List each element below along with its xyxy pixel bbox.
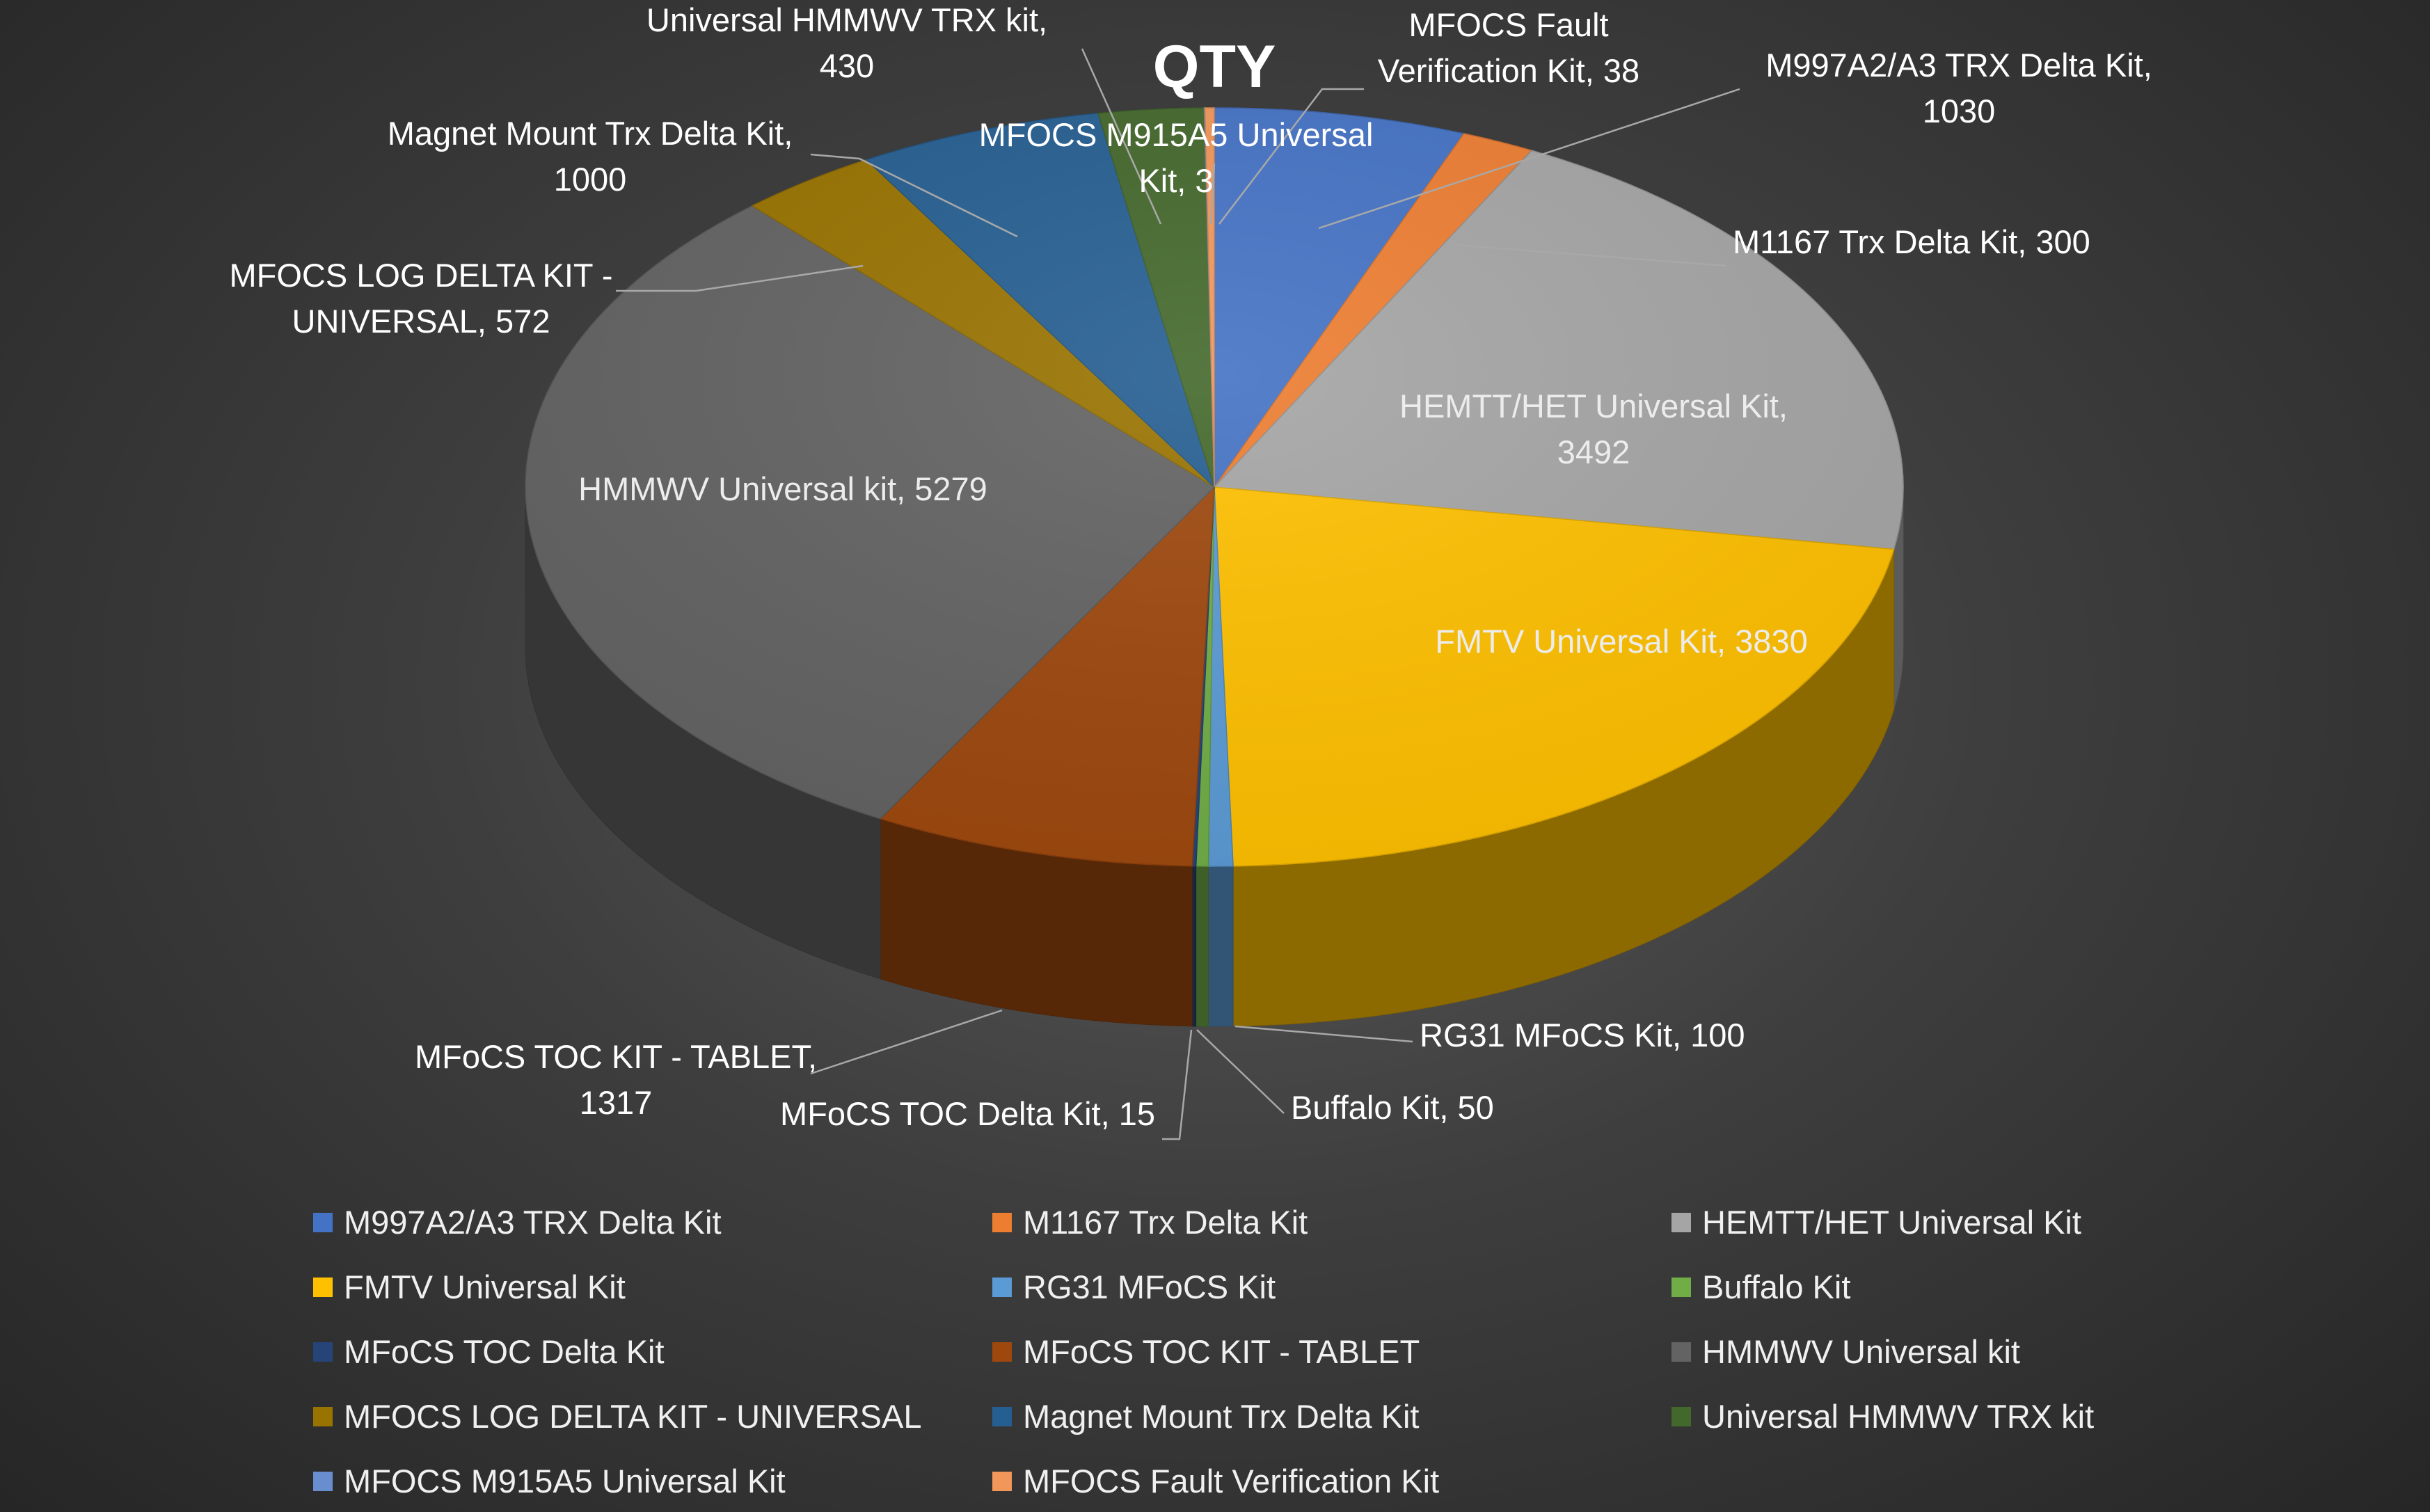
legend-label-5: Buffalo Kit bbox=[1702, 1268, 1850, 1305]
leader-line-10 bbox=[810, 153, 1018, 238]
legend-label-3: FMTV Universal Kit bbox=[344, 1268, 626, 1305]
legend-swatch-2 bbox=[1671, 1213, 1691, 1232]
legend-item-13: MFOCS Fault Verification Kit bbox=[992, 1463, 1439, 1499]
data-label-4: RG31 MFoCS Kit, 100 bbox=[1420, 1017, 1745, 1053]
legend-label-11: Universal HMMWV TRX kit bbox=[1702, 1398, 2094, 1435]
legend-swatch-1 bbox=[992, 1213, 1012, 1232]
data-label-8: HMMWV Universal kit, 5279 bbox=[578, 470, 987, 507]
legend-swatch-3 bbox=[313, 1278, 333, 1297]
legend-swatch-10 bbox=[992, 1407, 1012, 1426]
pie-sheen bbox=[525, 108, 1903, 866]
data-label-6: MFoCS TOC Delta Kit, 15 bbox=[780, 1095, 1155, 1132]
data-label-11: Universal HMMWV TRX kit, 430 bbox=[646, 1, 1047, 84]
data-label-12: MFOCS M915A5 Universal Kit, 3 bbox=[979, 116, 1374, 199]
chart-title: QTY bbox=[1153, 33, 1276, 100]
leader-line-1 bbox=[1454, 244, 1726, 267]
data-label-2: HEMTT/HET Universal Kit, 3492 bbox=[1399, 388, 1788, 470]
legend-swatch-9 bbox=[313, 1407, 333, 1426]
legend-swatch-7 bbox=[992, 1342, 1012, 1362]
leader-line-13 bbox=[1218, 88, 1364, 225]
legend-item-1: M1167 Trx Delta Kit bbox=[992, 1204, 1308, 1241]
legend-label-2: HEMTT/HET Universal Kit bbox=[1702, 1204, 2081, 1241]
leader-line-7 bbox=[810, 1009, 1003, 1075]
legend-label-13: MFOCS Fault Verification Kit bbox=[1023, 1463, 1439, 1499]
legend: M997A2/A3 TRX Delta Kit M1167 Trx Delta K… bbox=[313, 1204, 2094, 1499]
leader-line-0 bbox=[1318, 88, 1740, 230]
legend-item-3: FMTV Universal Kit bbox=[313, 1268, 626, 1305]
pie-side-4 bbox=[1207, 866, 1234, 1027]
legend-item-7: MFoCS TOC KIT - TABLET bbox=[992, 1333, 1420, 1370]
pie-side-6 bbox=[1191, 866, 1197, 1027]
legend-label-7: MFoCS TOC KIT - TABLET bbox=[1023, 1333, 1420, 1370]
pie-sides bbox=[525, 486, 1904, 1027]
data-label-7: MFoCS TOC KIT - TABLET, 1317 bbox=[415, 1038, 817, 1121]
legend-label-12: MFOCS M915A5 Universal Kit bbox=[344, 1463, 786, 1499]
legend-item-5: Buffalo Kit bbox=[1671, 1268, 1850, 1305]
data-label-9: MFOCS LOG DELTA KIT -UNIVERSAL, 572 bbox=[229, 257, 612, 340]
leader-line-5 bbox=[1196, 1029, 1285, 1114]
legend-swatch-0 bbox=[313, 1213, 333, 1232]
legend-item-12: MFOCS M915A5 Universal Kit bbox=[313, 1463, 786, 1499]
leader-line-6 bbox=[1162, 1029, 1193, 1140]
leader-line-11 bbox=[1081, 48, 1162, 225]
legend-swatch-13 bbox=[992, 1472, 1012, 1491]
legend-item-8: HMMWV Universal kit bbox=[1671, 1333, 2020, 1370]
legend-item-10: Magnet Mount Trx Delta Kit bbox=[992, 1398, 1419, 1435]
legend-swatch-8 bbox=[1671, 1342, 1691, 1362]
legend-swatch-11 bbox=[1671, 1407, 1691, 1426]
leader-line-12 bbox=[1209, 163, 1216, 225]
data-label-10: Magnet Mount Trx Delta Kit, 1000 bbox=[388, 115, 793, 198]
legend-swatch-6 bbox=[313, 1342, 333, 1362]
data-label-13: MFOCS Fault Verification Kit, 38 bbox=[1378, 6, 1639, 89]
legend-item-0: M997A2/A3 TRX Delta Kit bbox=[313, 1204, 722, 1241]
legend-label-4: RG31 MFoCS Kit bbox=[1023, 1268, 1276, 1305]
legend-label-10: Magnet Mount Trx Delta Kit bbox=[1023, 1398, 1419, 1435]
data-label-3: FMTV Universal Kit, 3830 bbox=[1435, 623, 1807, 660]
legend-swatch-5 bbox=[1671, 1278, 1691, 1297]
legend-item-9: MFOCS LOG DELTA KIT - UNIVERSAL bbox=[313, 1398, 922, 1435]
pie-side-5 bbox=[1196, 866, 1209, 1027]
leader-line-4 bbox=[1234, 1025, 1413, 1043]
legend-label-6: MFoCS TOC Delta Kit bbox=[344, 1333, 665, 1370]
legend-swatch-4 bbox=[992, 1278, 1012, 1297]
data-labels: M997A2/A3 TRX Delta Kit, 1030 M1167 Trx De… bbox=[229, 1, 2152, 1132]
legend-item-4: RG31 MFoCS Kit bbox=[992, 1268, 1276, 1305]
data-label-5: Buffalo Kit, 50 bbox=[1291, 1089, 1494, 1126]
data-label-1: M1167 Trx Delta Kit, 300 bbox=[1733, 223, 2090, 260]
legend-swatch-12 bbox=[313, 1472, 333, 1491]
legend-label-8: HMMWV Universal kit bbox=[1702, 1333, 2020, 1370]
legend-label-9: MFOCS LOG DELTA KIT - UNIVERSAL bbox=[344, 1398, 922, 1435]
legend-label-1: M1167 Trx Delta Kit bbox=[1023, 1204, 1308, 1241]
legend-label-0: M997A2/A3 TRX Delta Kit bbox=[344, 1204, 722, 1241]
legend-item-11: Universal HMMWV TRX kit bbox=[1671, 1398, 2094, 1435]
data-label-0: M997A2/A3 TRX Delta Kit, 1030 bbox=[1765, 47, 2152, 129]
legend-item-2: HEMTT/HET Universal Kit bbox=[1671, 1204, 2081, 1241]
leader-lines bbox=[616, 48, 1740, 1140]
legend-item-6: MFoCS TOC Delta Kit bbox=[313, 1333, 665, 1370]
pie-top-sheen bbox=[525, 108, 1903, 866]
leader-line-9 bbox=[616, 264, 864, 292]
